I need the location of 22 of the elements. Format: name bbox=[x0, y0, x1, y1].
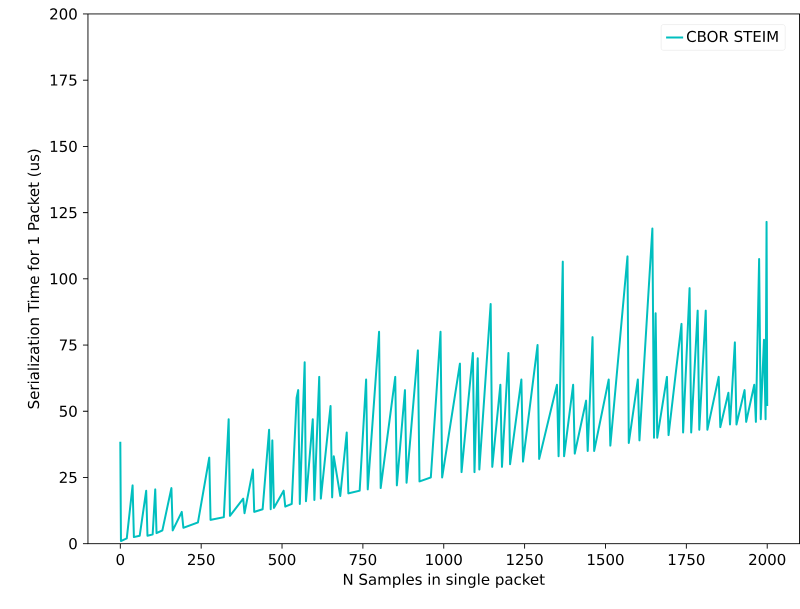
y-tick-label: 25 bbox=[60, 472, 76, 484]
y-tick-label: 75 bbox=[60, 340, 76, 351]
y-tick-label: 150 bbox=[50, 140, 77, 152]
line-series bbox=[119, 221, 768, 542]
x-tick-label: 500 bbox=[268, 554, 296, 566]
legend-label: CBOR STEIM bbox=[686, 30, 778, 42]
x-tick-label: 750 bbox=[350, 554, 376, 566]
y-tick-label: 100 bbox=[50, 273, 77, 285]
x-tick-label: 1750 bbox=[668, 554, 704, 566]
x-tick-label: 0 bbox=[116, 554, 124, 566]
x-tick-label: 2000 bbox=[749, 554, 786, 566]
y-tick-label: 125 bbox=[50, 207, 76, 218]
x-tick-label: 1500 bbox=[588, 554, 624, 566]
y-tick-label: 0 bbox=[69, 538, 77, 550]
y-tick-label: 50 bbox=[60, 406, 77, 418]
y-axis-title: Serialization Time for 1 Packet (us) bbox=[28, 150, 41, 409]
x-tick-label: 1000 bbox=[426, 554, 462, 566]
x-axis-title: N Samples in single packet bbox=[344, 574, 545, 588]
y-tick-label: 175 bbox=[50, 74, 76, 86]
y-tick-label: 200 bbox=[50, 8, 77, 20]
x-tick-label: 1250 bbox=[507, 554, 543, 566]
x-tick-label: 250 bbox=[188, 554, 214, 566]
